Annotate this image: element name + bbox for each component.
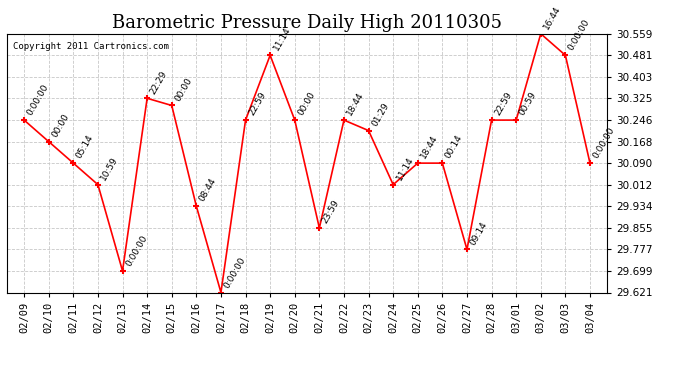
Text: 10:59: 10:59 <box>99 155 120 182</box>
Text: 0:00:00: 0:00:00 <box>124 234 149 268</box>
Text: 0:00:00: 0:00:00 <box>566 18 592 53</box>
Text: 0:00:00: 0:00:00 <box>222 255 248 290</box>
Text: 11:14: 11:14 <box>272 26 292 53</box>
Text: 23:59: 23:59 <box>321 198 342 225</box>
Text: 00:14: 00:14 <box>444 134 464 160</box>
Text: 0:00:00: 0:00:00 <box>26 83 50 117</box>
Text: 09:14: 09:14 <box>469 220 489 247</box>
Text: 22:29: 22:29 <box>148 69 169 96</box>
Text: 18:44: 18:44 <box>419 134 440 160</box>
Text: 11:14: 11:14 <box>395 155 415 182</box>
Title: Barometric Pressure Daily High 20110305: Barometric Pressure Daily High 20110305 <box>112 14 502 32</box>
Text: 08:44: 08:44 <box>198 177 218 203</box>
Text: 00:00: 00:00 <box>296 90 317 117</box>
Text: 00:00: 00:00 <box>50 112 71 139</box>
Text: 16:44: 16:44 <box>542 4 563 31</box>
Text: 05:14: 05:14 <box>75 134 95 160</box>
Text: 22:59: 22:59 <box>493 91 513 117</box>
Text: Copyright 2011 Cartronics.com: Copyright 2011 Cartronics.com <box>13 42 169 51</box>
Text: 00:00: 00:00 <box>173 76 194 103</box>
Text: 22:59: 22:59 <box>247 91 268 117</box>
Text: 01:29: 01:29 <box>370 101 391 128</box>
Text: 0:00:00: 0:00:00 <box>591 126 616 160</box>
Text: 18:44: 18:44 <box>345 91 366 117</box>
Text: 00:59: 00:59 <box>518 90 538 117</box>
